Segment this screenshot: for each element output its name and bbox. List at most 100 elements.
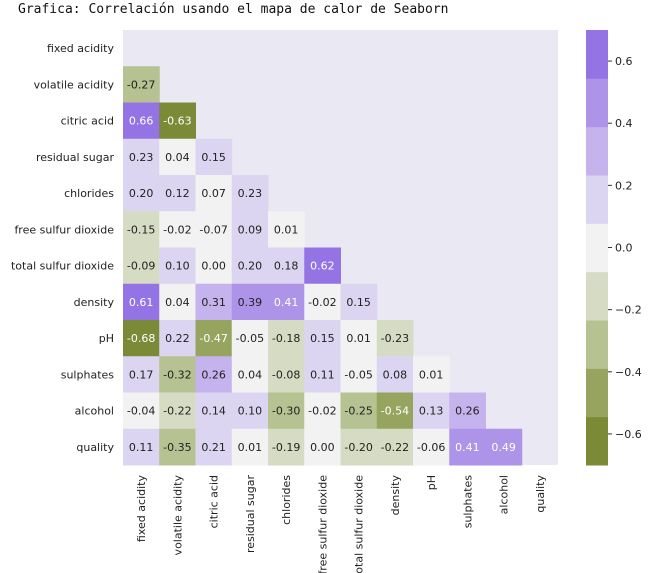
colorbar-tick-label: 0.0 [615,242,633,255]
heatmap-cell [195,320,233,357]
heatmap-cell [159,283,196,321]
heatmap-cell [376,392,414,430]
cell-value-label: 0.26 [455,405,480,418]
heatmap-cell [123,211,160,248]
heatmap-cell [159,175,196,212]
heatmap-cell [123,66,160,103]
heatmap-cell [159,211,196,248]
cell-value-label: 0.00 [201,260,226,273]
y-tick-label: residual sugar [36,151,115,164]
cell-value-label: -0.07 [199,223,227,236]
heatmap-cell [340,320,378,357]
y-tick-label: sulphates [61,368,115,381]
heatmap-cell [123,247,160,285]
colorbar-tick-label: −0.4 [615,366,642,379]
cell-value-label: 0.22 [165,332,190,345]
cell-value-label: -0.19 [272,441,300,454]
heatmap-cell [268,320,305,357]
heatmap-cell [159,392,196,430]
colorbar-segment [586,368,608,418]
heatmap-cell [340,392,378,430]
heatmap-cell [268,283,305,321]
heatmap-cell [231,356,269,393]
colorbar-segment [586,126,608,176]
cell-value-label: -0.02 [308,296,336,309]
cell-value-label: -0.05 [344,368,372,381]
heatmap-cell [195,392,233,430]
cell-value-label: 0.01 [274,223,299,236]
heatmap-cell [159,138,196,176]
heatmap-cell [195,428,233,466]
heatmap-cell [231,211,269,248]
heatmap-cell [195,211,233,248]
cell-value-label: 0.15 [346,296,371,309]
cell-value-label: 0.07 [201,187,226,200]
cell-value-label: 0.01 [346,332,371,345]
heatmap-cell [413,428,450,466]
cell-value-label: 0.26 [201,368,226,381]
cell-value-label: 0.20 [238,260,263,273]
y-tick-label: citric acid [61,115,114,128]
heatmap-cell [304,320,341,357]
heatmap-cell [123,320,160,357]
heatmap-cell [231,283,269,321]
heatmap-cell [231,392,269,430]
cell-value-label: 0.18 [274,260,299,273]
x-tick-label: density [389,475,402,516]
colorbar-segment [586,320,608,369]
cell-value-label: 0.41 [455,441,480,454]
heatmap-cell [340,428,378,466]
cell-value-label: 0.15 [310,332,335,345]
cell-value-label: 0.31 [201,296,226,309]
colorbar-segment [586,271,608,321]
colorbar-tick-label: 0.2 [615,179,633,192]
cell-value-label: -0.47 [199,332,227,345]
cell-value-label: 0.14 [201,405,226,418]
cell-value-label: -0.18 [272,332,300,345]
cell-value-label: 0.61 [129,296,154,309]
cell-value-label: 0.39 [238,296,263,309]
heatmap-cell [159,247,196,285]
cell-value-label: 0.08 [383,368,408,381]
cell-value-label: -0.04 [127,405,155,418]
heatmap-cell [195,138,233,176]
heatmap-cell [195,175,233,212]
x-tick-label: volatile acidity [171,475,184,556]
heatmap-cell [268,356,305,393]
cell-value-label: -0.22 [381,441,409,454]
cell-value-label: 0.23 [129,151,154,164]
colorbar-segment [586,416,608,466]
x-tick-label: fixed acidity [135,475,148,543]
cell-value-label: 0.17 [129,368,154,381]
heatmap-cell [304,392,341,430]
heatmap-cell [195,247,233,285]
cell-value-label: 0.04 [165,296,190,309]
cell-value-label: -0.30 [272,405,300,418]
heatmap-cell [231,247,269,285]
colorbar-segment [586,223,608,273]
x-tick-label: citric acid [208,475,221,528]
heatmap-cell [413,392,450,430]
cell-value-label: 0.00 [310,441,335,454]
y-tick-label: fixed acidity [47,42,115,55]
cell-value-label: -0.27 [127,78,155,91]
cell-value-label: 0.15 [201,151,226,164]
x-tick-label: pH [425,475,438,490]
cell-value-label: -0.22 [163,405,191,418]
x-tick-label: chlorides [280,475,293,525]
x-tick-label: sulphates [461,475,474,529]
heatmap-cell [195,283,233,321]
cell-value-label: -0.25 [344,405,372,418]
y-tick-label: chlorides [64,187,114,200]
heatmap-cell [231,428,269,466]
heatmap-cell [376,320,414,357]
heatmap-cell [304,247,341,285]
heatmap-cell [268,247,305,285]
heatmap-cell [304,283,341,321]
colorbar-segment [586,175,608,224]
heatmap-cell [123,392,160,430]
y-tick-label: volatile acidity [34,78,115,91]
heatmap-cell [159,320,196,357]
heatmap-cell [304,428,341,466]
